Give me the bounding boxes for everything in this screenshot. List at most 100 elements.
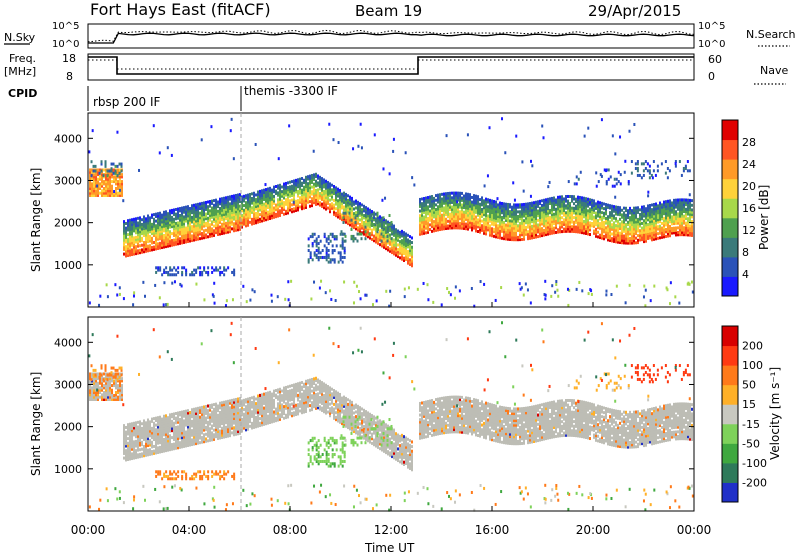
power-cell bbox=[167, 233, 169, 237]
power-cell bbox=[123, 238, 125, 242]
power-cell bbox=[673, 219, 675, 223]
power-cell bbox=[501, 208, 503, 212]
power-cell bbox=[601, 220, 603, 224]
velocity-cell bbox=[133, 442, 135, 446]
power-cell bbox=[221, 213, 223, 217]
power-cell bbox=[467, 204, 469, 208]
velocity-cell bbox=[145, 425, 147, 429]
power-cell bbox=[421, 223, 423, 227]
power-cell bbox=[135, 231, 137, 235]
power-cell bbox=[360, 232, 363, 236]
power-cell bbox=[383, 245, 385, 249]
power-cell bbox=[587, 232, 589, 236]
power-cell bbox=[151, 236, 153, 240]
power-cell bbox=[165, 235, 167, 239]
power-cell bbox=[139, 223, 141, 227]
power-cell bbox=[235, 221, 237, 225]
power-cell bbox=[537, 230, 539, 234]
power-cell bbox=[643, 212, 645, 216]
power-cell bbox=[199, 230, 201, 234]
power-cell bbox=[239, 209, 241, 213]
power-cell bbox=[253, 201, 255, 205]
power-cell bbox=[109, 187, 111, 191]
power-cell bbox=[123, 234, 125, 238]
power-cell bbox=[421, 204, 423, 208]
power-cell bbox=[225, 205, 227, 209]
power-cell bbox=[445, 134, 448, 138]
power-cell bbox=[91, 191, 93, 195]
power-cell bbox=[191, 229, 193, 233]
power-cell bbox=[211, 211, 213, 215]
power-cell bbox=[197, 202, 199, 206]
power-cell bbox=[689, 233, 691, 237]
power-cell bbox=[167, 214, 169, 218]
power-cell bbox=[567, 229, 569, 233]
power-cell bbox=[663, 209, 665, 213]
power-cell bbox=[687, 226, 689, 230]
power-cell bbox=[633, 222, 635, 226]
power-cell bbox=[631, 239, 633, 243]
power-cell bbox=[669, 208, 671, 212]
power-cell bbox=[441, 204, 443, 208]
power-cell bbox=[445, 224, 447, 228]
power-cell bbox=[617, 233, 619, 237]
power-cell bbox=[293, 184, 295, 188]
nave-tick-bottom: 0 bbox=[708, 70, 715, 83]
power-cell bbox=[365, 208, 367, 212]
power-cell bbox=[665, 230, 667, 234]
power-cell bbox=[213, 206, 215, 210]
power-cell bbox=[137, 216, 139, 220]
power-cell bbox=[601, 206, 603, 210]
power-cell bbox=[646, 162, 649, 166]
power-cell bbox=[215, 212, 217, 216]
power-cell bbox=[229, 230, 231, 234]
power-cell bbox=[613, 216, 615, 220]
power-cell bbox=[157, 216, 159, 220]
velocity-cell bbox=[95, 397, 97, 401]
power-cell bbox=[565, 197, 567, 201]
power-cell bbox=[593, 199, 595, 203]
power-cell bbox=[503, 209, 505, 213]
power-cell bbox=[401, 241, 403, 245]
power-cell bbox=[685, 210, 687, 214]
power-cell bbox=[281, 199, 283, 203]
power-cell bbox=[609, 204, 611, 208]
power-cell bbox=[421, 206, 423, 210]
power-cell bbox=[467, 218, 469, 222]
power-cell bbox=[605, 203, 607, 207]
power-cell bbox=[531, 210, 533, 214]
power-cell bbox=[297, 206, 299, 210]
power-cell bbox=[605, 221, 607, 225]
power-cell bbox=[595, 220, 597, 224]
power-cell bbox=[493, 230, 495, 234]
power-cell bbox=[491, 208, 493, 212]
power-cell bbox=[635, 236, 637, 240]
velocity-cell bbox=[127, 448, 129, 452]
power-cell bbox=[625, 223, 627, 227]
power-cell bbox=[623, 213, 625, 217]
power-cell bbox=[501, 215, 503, 219]
power-cell bbox=[671, 208, 673, 212]
power-cell bbox=[419, 216, 421, 220]
power-cell bbox=[235, 193, 237, 197]
power-cell bbox=[432, 300, 435, 304]
power-cell bbox=[357, 221, 359, 225]
power-cell bbox=[425, 201, 427, 205]
power-cell bbox=[241, 204, 243, 208]
power-cell bbox=[437, 226, 439, 230]
power-cell bbox=[141, 227, 143, 231]
power-cell bbox=[411, 241, 413, 245]
power-cell bbox=[365, 210, 367, 214]
velocity-cell bbox=[117, 397, 119, 401]
power-cell bbox=[673, 217, 675, 221]
power-cell bbox=[147, 249, 149, 253]
power-cell bbox=[169, 241, 171, 245]
power-cell bbox=[388, 172, 391, 176]
power-cell bbox=[473, 196, 475, 200]
power-cell bbox=[311, 258, 314, 262]
power-cell bbox=[391, 230, 393, 234]
power-cell bbox=[621, 208, 623, 212]
velocity-cell bbox=[135, 425, 137, 429]
power-cell bbox=[439, 218, 441, 222]
power-cell bbox=[593, 231, 595, 235]
